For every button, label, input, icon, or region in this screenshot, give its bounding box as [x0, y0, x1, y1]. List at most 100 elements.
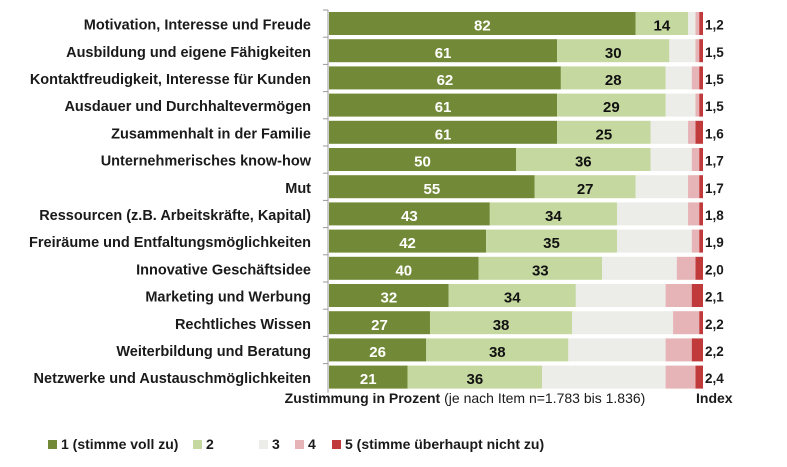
bar-segment-2 — [557, 93, 666, 117]
bar-segment-5 — [691, 338, 703, 362]
category-label: Unternehmerisches know-how — [101, 154, 312, 170]
bar-segment-4 — [695, 12, 700, 35]
bar-segment-4 — [695, 93, 700, 117]
category-label: Ressourcen (z.B. Arbeitskräfte, Kapital) — [39, 208, 311, 224]
bar-segment-3 — [650, 148, 692, 171]
value-label: 38 — [489, 344, 506, 361]
bars: 82 14 61 30 62 28 61 29 61 25 50 36 55 27 43 34 42 35 40 33… — [329, 12, 703, 389]
value-label: 61 — [435, 126, 452, 143]
index-value: 1,7 — [705, 181, 724, 196]
bar-segment-3 — [665, 93, 696, 117]
category-label: Motivation, Interesse und Freude — [84, 18, 311, 34]
x-axis-title: Zustimmung in Prozent (je nach Item n=1.… — [285, 390, 646, 406]
bar-segment-5 — [699, 93, 703, 117]
bar-segment-3 — [688, 12, 696, 35]
value-label: 82 — [474, 18, 491, 35]
bar-segment-4 — [676, 256, 696, 280]
value-label: 61 — [435, 99, 452, 116]
category-label: Kontaktfreudigkeit, Interesse für Kunden — [30, 72, 311, 88]
category-label: Ausdauer und Durchhaltevermögen — [64, 99, 311, 115]
bar-segment-3 — [575, 284, 666, 307]
bar-segment-3 — [572, 311, 674, 335]
value-label: 25 — [596, 126, 613, 143]
value-label: 26 — [369, 344, 386, 361]
bar-segment-1 — [329, 93, 558, 117]
bar-segment-5 — [699, 12, 703, 35]
bar-segment-4 — [691, 229, 700, 253]
value-label: 34 — [545, 208, 562, 225]
category-label: Mut — [285, 181, 311, 197]
bar-segment-1 — [329, 39, 558, 63]
value-label: 43 — [401, 208, 418, 225]
bar-segment-2 — [429, 311, 573, 335]
bar-segment-1 — [329, 256, 479, 280]
category-axis — [323, 9, 329, 393]
value-label: 55 — [424, 181, 441, 198]
bar-segment-4 — [665, 365, 696, 389]
category-label: Weiterbildung und Beratung — [116, 344, 311, 360]
x-axis-title-bold: Zustimmung in Prozent — [285, 390, 441, 406]
x-axis-title-note: (je nach Item n=1.783 bis 1.836) — [440, 390, 645, 406]
bar-segment-5 — [695, 256, 703, 280]
bar-segment-2 — [516, 148, 651, 171]
category-label: Marketing und Werbung — [145, 290, 311, 306]
bar-segment-5 — [699, 311, 703, 335]
bar-segment-4 — [688, 120, 696, 144]
value-label: 42 — [399, 235, 416, 252]
value-label: 36 — [467, 371, 484, 388]
bar-segment-1 — [329, 365, 408, 389]
value-label: 29 — [603, 99, 620, 116]
index-value: 2,2 — [705, 317, 724, 332]
index-value: 1,6 — [705, 126, 724, 141]
index-value: 2,0 — [705, 262, 724, 277]
legend-swatch-3 — [259, 440, 268, 449]
bar-segment-2 — [635, 12, 689, 35]
index-labels: 1,2 1,5 1,5 1,5 1,6 1,7 1,7 1,8 1,9 2,0 2,1 2,2 2,2 2… — [705, 18, 724, 387]
legend-swatch-1 — [48, 440, 57, 449]
bar-segment-3 — [665, 66, 692, 90]
bar-segment-5 — [695, 120, 703, 144]
bar-segment-1 — [329, 338, 427, 362]
bar-segment-5 — [699, 229, 703, 253]
legend-label-3: 3 — [272, 436, 280, 452]
bar-segment-1 — [329, 229, 487, 253]
category-label: Innovative Geschäftsidee — [136, 262, 311, 278]
bar-segment-5 — [699, 148, 703, 171]
value-label: 33 — [532, 262, 549, 279]
category-label: Zusammenhalt in der Familie — [111, 126, 311, 142]
value-label: 14 — [654, 18, 671, 35]
bar-segment-1 — [329, 12, 636, 35]
legend-swatch-5 — [332, 440, 341, 449]
index-value: 2,2 — [705, 344, 724, 359]
legend: 1 (stimme voll zu) 2 3 4 5 (stimme überhaupt… — [48, 436, 544, 452]
category-label: Netzwerke und Austauschmöglichkeiten — [34, 371, 311, 387]
bar-segment-2 — [489, 202, 617, 226]
index-value: 2,4 — [705, 371, 724, 386]
bar-segment-3 — [602, 256, 677, 280]
legend-label-4: 4 — [308, 436, 316, 452]
category-label: Ausbildung und eigene Fähigkeiten — [66, 45, 311, 61]
legend-label-1: 1 (stimme voll zu) — [61, 436, 178, 452]
value-label: 27 — [371, 317, 388, 334]
index-value: 1,7 — [705, 154, 724, 169]
value-label: 30 — [605, 45, 622, 62]
bar-segment-5 — [699, 202, 703, 226]
value-label: 27 — [577, 181, 594, 198]
value-label: 38 — [493, 317, 510, 334]
bar-segment-1 — [329, 284, 449, 307]
index-value: 1,8 — [705, 208, 724, 223]
bar-segment-5 — [691, 284, 703, 307]
index-value: 2,1 — [705, 290, 724, 305]
bar-segment-2 — [426, 338, 569, 362]
bar-segment-5 — [699, 66, 703, 90]
bar-segment-4 — [673, 311, 700, 335]
bar-segment-2 — [448, 284, 576, 307]
bar-segment-4 — [688, 175, 700, 199]
legend-label-5: 5 (stimme überhaupt nicht zu) — [345, 436, 544, 452]
bar-segment-4 — [688, 202, 700, 226]
value-label: 40 — [395, 262, 412, 279]
index-value: 1,2 — [705, 18, 724, 33]
bar-segment-4 — [695, 39, 700, 63]
bar-segment-2 — [557, 120, 651, 144]
